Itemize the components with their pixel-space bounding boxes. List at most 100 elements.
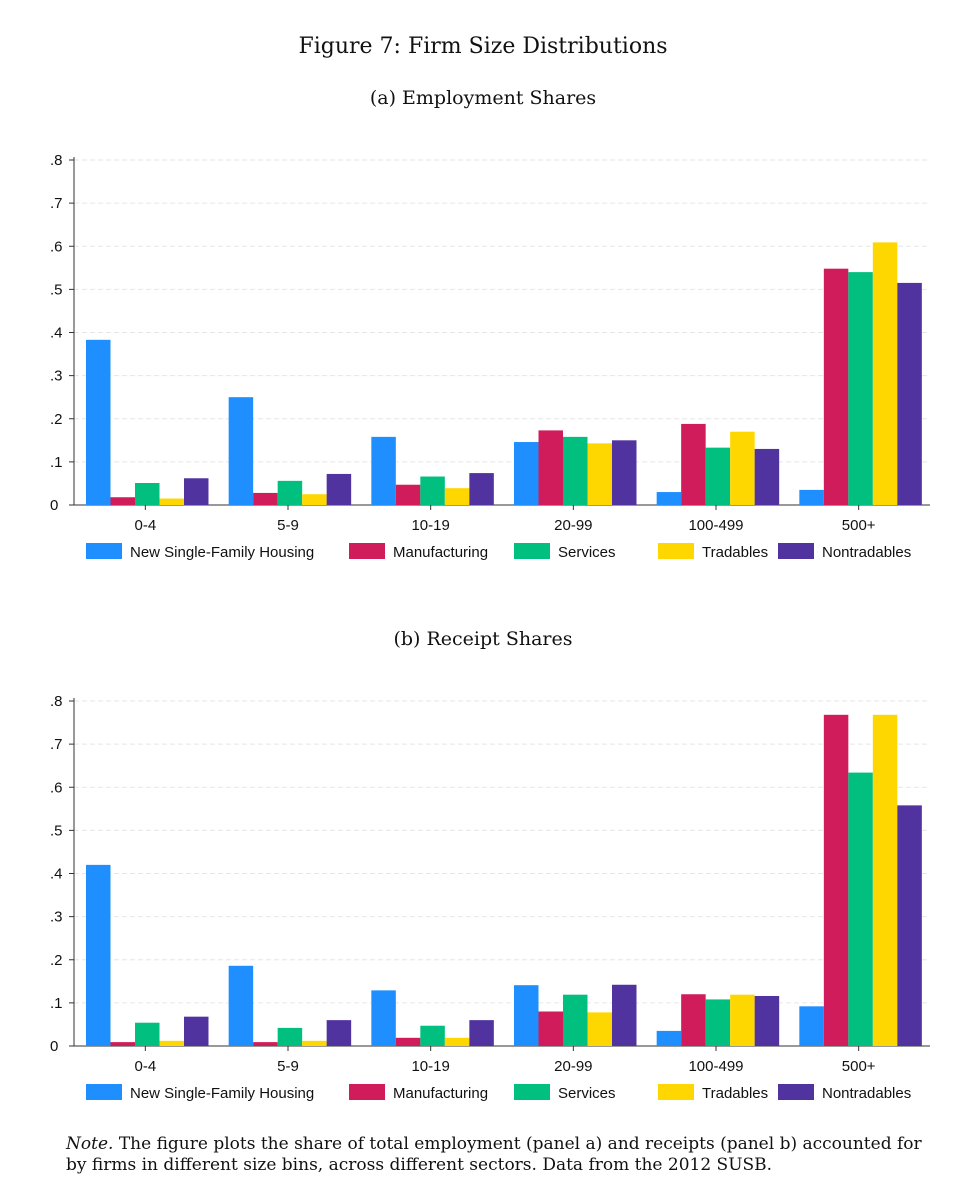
panel-a-bar [253,492,278,505]
panel-a-bar [587,443,612,505]
panel-b-bar [897,805,922,1046]
panel-b-bar [326,1020,352,1046]
panel-b-bar [754,995,780,1046]
panel-b-legend-swatch [514,1084,550,1100]
panel-a-legend-label: Nontradables [822,544,911,561]
panel-b-bar [612,984,637,1046]
panel-a-legend-swatch [86,543,122,559]
panel-a-x-tick-label: 5-9 [277,517,299,534]
panel-a-bar [110,497,135,505]
panel-b-y-tick-label: .6 [50,779,63,796]
panel-b-bar [656,1030,682,1046]
panel-b-bar [302,1040,327,1046]
panel-a-legend-label: New Single-Family Housing [130,544,314,561]
panel-a-y-tick-label: .4 [50,325,63,342]
panel-b-y-tick-label: .5 [50,822,63,839]
panel-b-bar [228,965,254,1046]
panel-a-x-tick-label: 100-499 [688,517,743,534]
panel-a-x-tick-label: 0-4 [134,517,156,534]
panel-a-bar [730,431,755,505]
panel-a-y-tick-label: 0 [50,497,58,514]
panel-b-legend-label: Manufacturing [393,1085,488,1102]
panel-b-legend-label: Services [558,1085,616,1102]
panel-b-bar [514,985,539,1046]
panel-b-bar [538,1011,563,1046]
panel-b-legend-swatch [349,1084,385,1100]
panel-b-bar [135,1022,160,1046]
panel-a-bar [371,436,396,505]
panel-a-bar [135,483,160,505]
panel-a-legend-swatch [658,543,694,559]
panel-a-bar [799,489,824,505]
panel-b-x-tick-label: 0-4 [134,1058,156,1075]
panel-b-bar [872,714,898,1046]
panel-a-y-tick-label: .6 [50,238,63,255]
panel-a-y-tick-label: .1 [50,454,63,471]
panel-a-x-tick-label: 20-99 [554,517,592,534]
panel-a-x-tick-label: 10-19 [411,517,449,534]
panel-a-bar [277,480,303,505]
panel-b-bar [110,1042,135,1046]
panel-a-bar [823,268,849,505]
panel-b-bar [420,1025,445,1046]
panel-a-y-tick-label: .5 [50,281,63,298]
panel-a-bar [159,498,184,505]
figure-title: Figure 7: Firm Size Distributions [298,34,668,59]
panel-a-bar [228,397,254,505]
panel-a-bar [538,430,563,505]
panel-a-bar [848,272,873,505]
panel-b-legend-swatch [658,1084,694,1100]
panel-a-bar [897,282,922,505]
panel-a-legend-swatch [778,543,814,559]
panel-b-legend-label: Tradables [702,1085,768,1102]
panel-a-bar [395,484,421,505]
panel-a-bar [872,242,898,505]
panel-a-bar [681,423,706,505]
panel-a-y-tick-label: .7 [50,195,63,212]
panel-b-bar [253,1042,278,1046]
panel-b-bar [848,772,873,1046]
panel-b-bar [823,714,849,1046]
panel-b-bar [395,1037,421,1046]
panel-b-bar [563,994,588,1046]
panel-b-y-tick-label: .1 [50,995,63,1012]
panel-a-bar [514,442,539,505]
note-text: The figure plots the share of total empl… [66,1134,922,1175]
panel-a-bar [420,476,445,505]
panel-b-x-tick-label: 5-9 [277,1058,299,1075]
panel-a-bar [326,473,352,505]
panel-b-bar [587,1012,612,1046]
panel-b-x-tick-label: 100-499 [688,1058,743,1075]
panel-b-legend-swatch [778,1084,814,1100]
employment-shares-chart: 0 .1 .2 .3 .4 .5 .6 .7 .8 0-4 5-9 10-19 20-99 100-499… [50,152,930,561]
panel-b-bar [469,1020,494,1046]
panel-a-bar [754,448,780,505]
panel-b-y-tick-label: 0 [50,1038,58,1055]
panel-b-y-tick-label: .3 [50,909,63,926]
panel-b-x-tick-label: 500+ [842,1058,876,1075]
panel-a-bar [444,488,470,505]
panel-a-bar [302,494,327,505]
panel-a-legend-swatch [349,543,385,559]
panel-a-bar [612,440,637,505]
panel-b-bar [184,1016,209,1046]
panel-a-x-tick-label: 500+ [842,517,876,534]
panel-b-y-tick-label: .7 [50,736,63,753]
panel-a-bar [705,447,731,505]
panel-b-bar [86,864,111,1046]
panel-b-bar [730,994,755,1046]
panel-a-legend-label: Tradables [702,544,768,561]
panel-b-bar [705,999,731,1046]
panel-a-legend-label: Manufacturing [393,544,488,561]
panel-b-legend-label: New Single-Family Housing [130,1085,314,1102]
panel-a-bar [469,473,494,505]
panel-b-bar [444,1037,470,1046]
note-label: Note. [66,1134,114,1154]
panel-a-bar [86,339,111,505]
panel-a-legend-swatch [514,543,550,559]
panel-b-title: (b) Receipt Shares [393,628,573,650]
panel-b-y-tick-label: .4 [50,866,63,883]
panel-b-bar [159,1040,184,1046]
panel-b-legend-swatch [86,1084,122,1100]
panel-a-y-tick-label: .3 [50,368,63,385]
